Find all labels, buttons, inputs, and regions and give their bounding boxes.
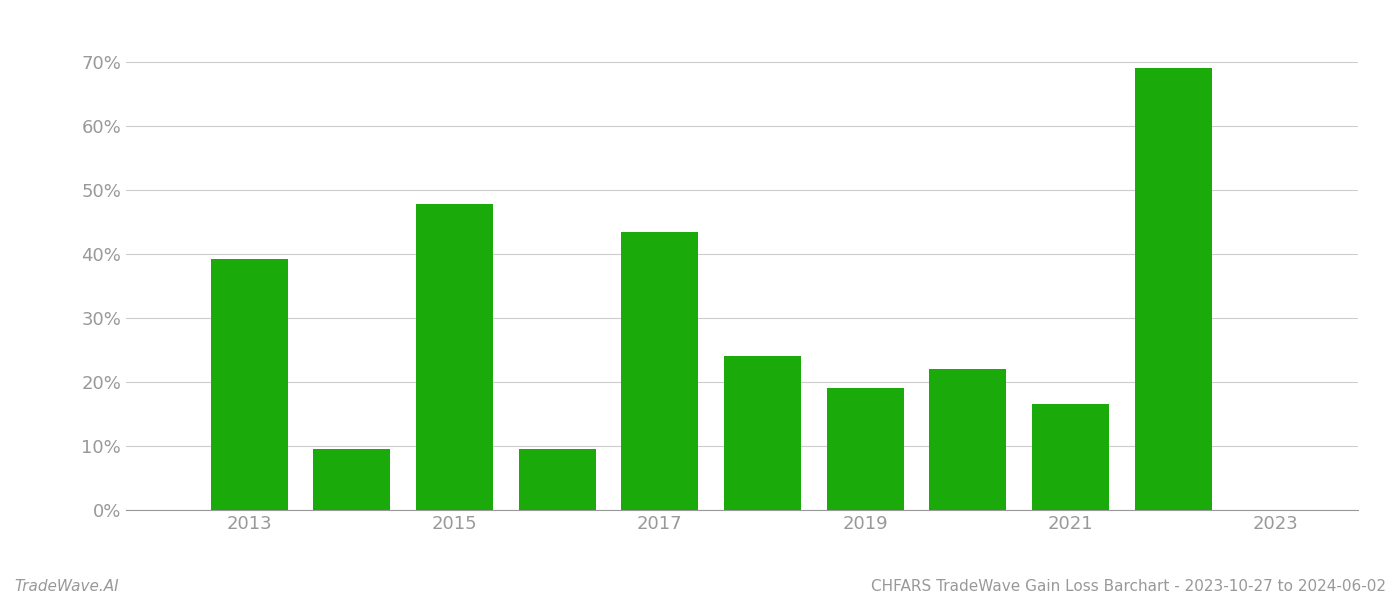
Bar [519, 449, 596, 510]
Bar [1032, 404, 1109, 510]
Bar [827, 388, 904, 510]
Bar [416, 204, 493, 510]
Bar [930, 369, 1007, 510]
Text: CHFARS TradeWave Gain Loss Barchart - 2023-10-27 to 2024-06-02: CHFARS TradeWave Gain Loss Barchart - 20… [871, 579, 1386, 594]
Bar [1135, 68, 1212, 510]
Text: TradeWave.AI: TradeWave.AI [14, 579, 119, 594]
Bar [724, 356, 801, 510]
Bar [314, 449, 391, 510]
Bar [622, 232, 699, 510]
Bar [211, 259, 288, 510]
